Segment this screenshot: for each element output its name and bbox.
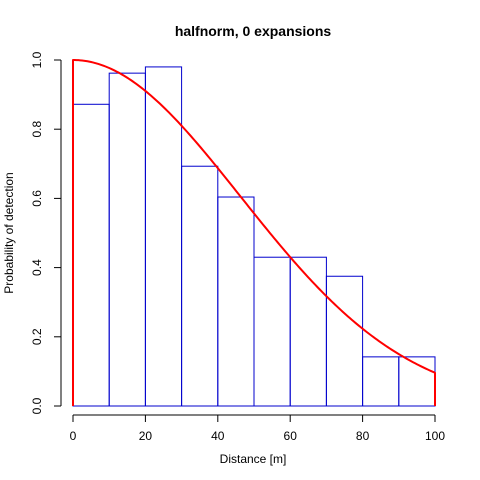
histogram-bar	[362, 356, 400, 407]
detection-curve-layer	[72, 59, 436, 406]
chart-title: halfnorm, 0 expansions	[175, 23, 332, 39]
y-axis-label: Probability of detection	[2, 172, 16, 293]
histogram-bar	[253, 256, 291, 407]
y-tick-label: 0.8	[30, 121, 44, 138]
histogram-bar	[72, 103, 110, 407]
y-tick-label: 1.0	[30, 51, 44, 68]
y-tick-label: 0.0	[30, 397, 44, 414]
histogram-bar	[289, 256, 327, 407]
histogram-bar	[144, 66, 183, 407]
axes: 0 20 40 60 80 100 0.0 0.2 0.4 0.6 0.8 1.0	[30, 51, 445, 443]
x-axis-label: Distance [m]	[220, 452, 287, 466]
y-tick-label: 0.6	[30, 190, 44, 207]
x-tick-label: 100	[425, 429, 445, 443]
x-tick-label: 0	[70, 429, 77, 443]
x-tick-label: 20	[139, 429, 153, 443]
histogram-bar	[217, 196, 255, 407]
y-tick-label: 0.4	[30, 259, 44, 276]
histogram-bars	[72, 66, 436, 407]
x-tick-label: 60	[284, 429, 298, 443]
histogram-bar	[108, 72, 146, 407]
x-tick-label: 40	[211, 429, 225, 443]
y-tick-label: 0.2	[30, 328, 44, 345]
x-tick-label: 80	[356, 429, 370, 443]
histogram-bar	[325, 275, 364, 407]
histogram-bar	[181, 165, 219, 407]
detection-function-curve	[72, 59, 436, 406]
